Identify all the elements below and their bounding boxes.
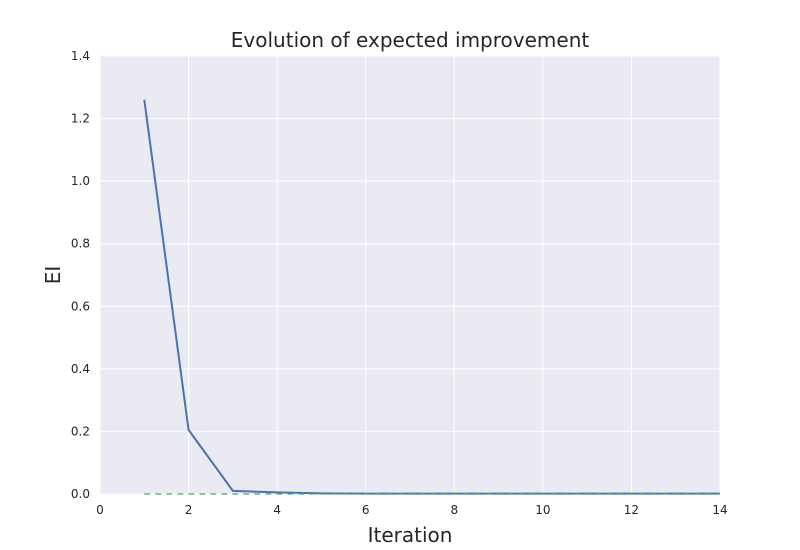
x-axis-label: Iteration <box>368 523 453 547</box>
x-tick-label: 2 <box>185 503 193 517</box>
x-tick-label: 4 <box>273 503 281 517</box>
x-tick-label: 6 <box>362 503 370 517</box>
series-group <box>143 99 720 495</box>
y-tick-label: 0.4 <box>71 362 90 376</box>
y-tick-label: 1.2 <box>71 112 90 126</box>
x-tick-label: 12 <box>624 503 639 517</box>
plot-area <box>100 56 720 494</box>
x-tick-labels: 0 2 4 6 8 10 12 14 <box>96 503 727 517</box>
x-tick-label: 14 <box>712 503 727 517</box>
y-tick-label: 0.6 <box>71 299 90 313</box>
y-axis-label: EI <box>41 266 65 285</box>
y-tick-label: 1.0 <box>71 174 90 188</box>
y-tick-label: 1.4 <box>71 49 90 63</box>
y-tick-label: 0.2 <box>71 424 90 438</box>
y-tick-labels: 0.0 0.2 0.4 0.6 0.8 1.0 1.2 1.4 <box>71 49 90 501</box>
grid-lines <box>99 55 721 495</box>
x-tick-label: 8 <box>450 503 458 517</box>
y-tick-label: 0.8 <box>71 237 90 251</box>
x-tick-label: 0 <box>96 503 104 517</box>
x-tick-label: 10 <box>535 503 550 517</box>
chart-title: Evolution of expected improvement <box>231 28 590 52</box>
y-tick-label: 0.0 <box>71 487 90 501</box>
